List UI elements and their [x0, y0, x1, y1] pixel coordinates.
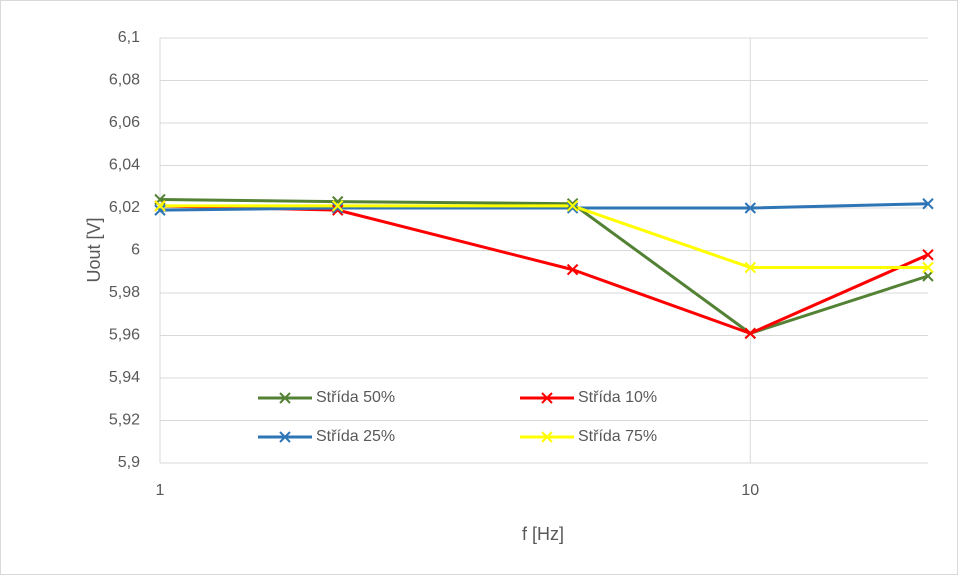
marker: [154, 200, 166, 212]
y-tick-label: 5,92: [109, 412, 140, 429]
y-tick-label: 5,94: [109, 369, 140, 386]
legend-marker: [541, 431, 553, 443]
x-axis-title: f [Hz]: [522, 524, 564, 544]
y-tick-label: 5,98: [109, 284, 140, 301]
marker: [744, 327, 757, 340]
marker: [566, 202, 579, 214]
legend-label: Střída 50%: [316, 389, 395, 406]
y-tick-label: 6: [131, 242, 140, 259]
marker: [566, 263, 579, 276]
legend-marker: [279, 431, 291, 443]
marker: [331, 204, 344, 216]
y-tick-label: 6,06: [109, 114, 140, 131]
marker: [744, 261, 757, 274]
x-tick-label: 1: [156, 482, 165, 499]
marker: [922, 270, 934, 282]
marker: [566, 198, 579, 210]
y-tick-label: 6,08: [109, 72, 140, 89]
marker: [566, 200, 579, 212]
y-tick-label: 5,96: [109, 327, 140, 344]
legend-label: Střída 75%: [578, 428, 657, 445]
legend-marker: [541, 392, 553, 404]
y-tick-label: 6,02: [109, 199, 140, 216]
marker: [922, 249, 934, 261]
marker: [331, 200, 344, 212]
y-tick-label: 6,04: [109, 157, 140, 174]
legend-label: Střída 25%: [316, 428, 395, 445]
marker: [922, 198, 934, 210]
x-tick-label: 10: [741, 482, 759, 499]
marker: [744, 202, 757, 214]
marker: [922, 261, 934, 274]
y-tick-label: 6,1: [118, 29, 140, 46]
marker: [154, 204, 166, 216]
legend-marker: [279, 392, 291, 404]
marker: [331, 202, 344, 214]
y-axis-title: Uout [V]: [84, 217, 104, 282]
y-tick-label: 5,9: [118, 454, 140, 471]
legend-label: Střída 10%: [578, 389, 657, 406]
